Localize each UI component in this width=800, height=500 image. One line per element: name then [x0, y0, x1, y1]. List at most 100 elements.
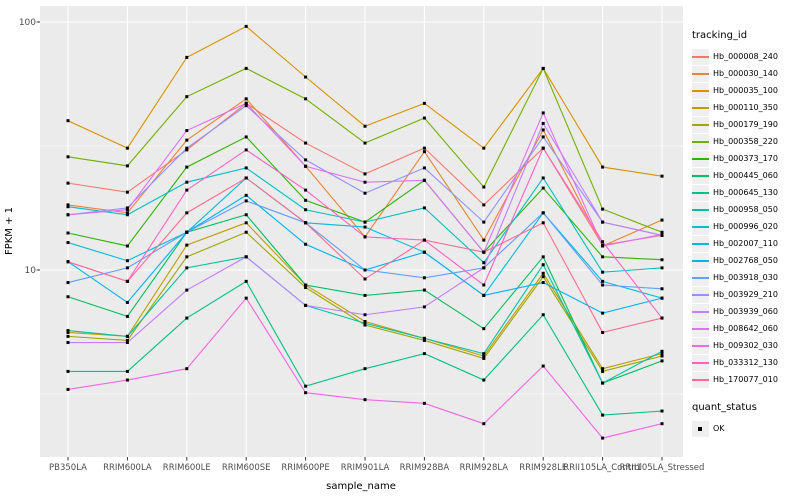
data-point: [363, 191, 367, 195]
data-point: [304, 208, 308, 212]
data-point: [601, 244, 605, 248]
data-point: [125, 341, 129, 345]
line-swatch-icon: [692, 201, 709, 218]
data-point: [422, 305, 426, 309]
x-tick-label: RRIM600LE: [163, 463, 211, 473]
line-swatch-icon: [692, 235, 709, 252]
data-point: [125, 259, 129, 263]
legend-item-label: Hb_003918_030: [713, 273, 778, 282]
legend-item-Hb_000373_170: Hb_000373_170: [692, 150, 798, 167]
data-point: [244, 255, 248, 259]
data-point: [66, 387, 70, 391]
data-point: [66, 213, 70, 217]
data-point: [601, 270, 605, 274]
legend-item-Hb_002768_050: Hb_002768_050: [692, 252, 798, 269]
data-point: [660, 296, 664, 300]
legend-item-Hb_000445_060: Hb_000445_060: [692, 167, 798, 184]
data-point: [601, 367, 605, 371]
data-point: [125, 334, 129, 338]
legend-item-label: Hb_000996_020: [713, 222, 778, 231]
data-point: [422, 178, 426, 182]
data-point: [541, 281, 545, 285]
data-point: [185, 316, 189, 320]
data-point: [304, 198, 308, 202]
legend-item-Hb_000958_050: Hb_000958_050: [692, 201, 798, 218]
data-point: [363, 220, 367, 224]
data-point: [601, 283, 605, 287]
legend-item-Hb_000030_140: Hb_000030_140: [692, 65, 798, 82]
data-point: [66, 330, 70, 334]
legend-panel: tracking_id Hb_000008_240 Hb_000030_140 Hb…: [692, 30, 798, 437]
data-point: [244, 193, 248, 197]
line-swatch-icon: [692, 116, 709, 133]
data-point: [363, 277, 367, 281]
legend-item-label: Hb_003929_210: [713, 290, 778, 299]
data-point: [125, 164, 129, 168]
legend-item-label: Hb_009302_030: [713, 341, 778, 350]
data-point: [482, 327, 486, 331]
line-swatch-icon: [692, 269, 709, 286]
data-point: [66, 155, 70, 159]
black-square-point-icon: [692, 420, 709, 437]
data-point: [660, 266, 664, 270]
legend-item-Hb_000110_350: Hb_000110_350: [692, 99, 798, 116]
data-point: [244, 101, 248, 105]
data-point: [482, 266, 486, 270]
data-point: [304, 97, 308, 101]
data-point: [541, 186, 545, 190]
legend-item-Hb_003918_030: Hb_003918_030: [692, 269, 798, 286]
line-swatch-icon: [692, 303, 709, 320]
data-points: [66, 24, 664, 440]
data-point: [422, 238, 426, 242]
legend-item-Hb_009302_030: Hb_009302_030: [692, 337, 798, 354]
data-point: [660, 287, 664, 291]
data-point: [66, 205, 70, 209]
data-point: [304, 158, 308, 162]
line-swatch-icon: [692, 320, 709, 337]
legend-item-label: Hb_002768_050: [713, 256, 778, 265]
data-point: [482, 293, 486, 297]
data-point: [482, 422, 486, 426]
data-point: [660, 258, 664, 262]
x-tick-label: RRIM928LA: [459, 463, 508, 473]
data-point: [304, 75, 308, 79]
data-point: [185, 146, 189, 150]
data-point: [660, 230, 664, 234]
data-point: [125, 206, 129, 210]
line-swatch-icon: [692, 286, 709, 303]
data-point: [363, 367, 367, 371]
data-point: [422, 150, 426, 154]
data-point: [422, 288, 426, 292]
data-point: [185, 211, 189, 215]
legend-title-tracking-id: tracking_id: [692, 30, 748, 41]
data-point: [660, 422, 664, 426]
data-point: [363, 321, 367, 325]
data-point: [244, 221, 248, 225]
data-point: [660, 354, 664, 358]
data-point: [185, 180, 189, 184]
legend-item-label: Hb_033312_130: [713, 358, 778, 367]
data-point: [422, 276, 426, 280]
data-point: [541, 271, 545, 275]
data-point: [363, 319, 367, 323]
data-point: [185, 165, 189, 169]
data-point: [185, 188, 189, 192]
data-point: [244, 230, 248, 234]
x-axis-tick-labels: PB350LA RRIM600LA RRIM600LE RRIM600SE RRIM60…: [49, 463, 704, 473]
data-point: [482, 283, 486, 287]
data-point: [66, 260, 70, 264]
line-swatch-icon: [692, 252, 709, 269]
data-point: [482, 146, 486, 150]
data-point: [244, 296, 248, 300]
data-point: [660, 352, 664, 356]
y-tick-label-10: 10: [25, 266, 37, 276]
data-point: [244, 213, 248, 217]
data-point: [660, 218, 664, 222]
data-point: [66, 231, 70, 235]
x-tick-label: RRIM901LA: [341, 463, 390, 473]
data-point: [363, 180, 367, 184]
data-point: [541, 364, 545, 368]
data-point: [601, 381, 605, 385]
data-point: [125, 369, 129, 373]
